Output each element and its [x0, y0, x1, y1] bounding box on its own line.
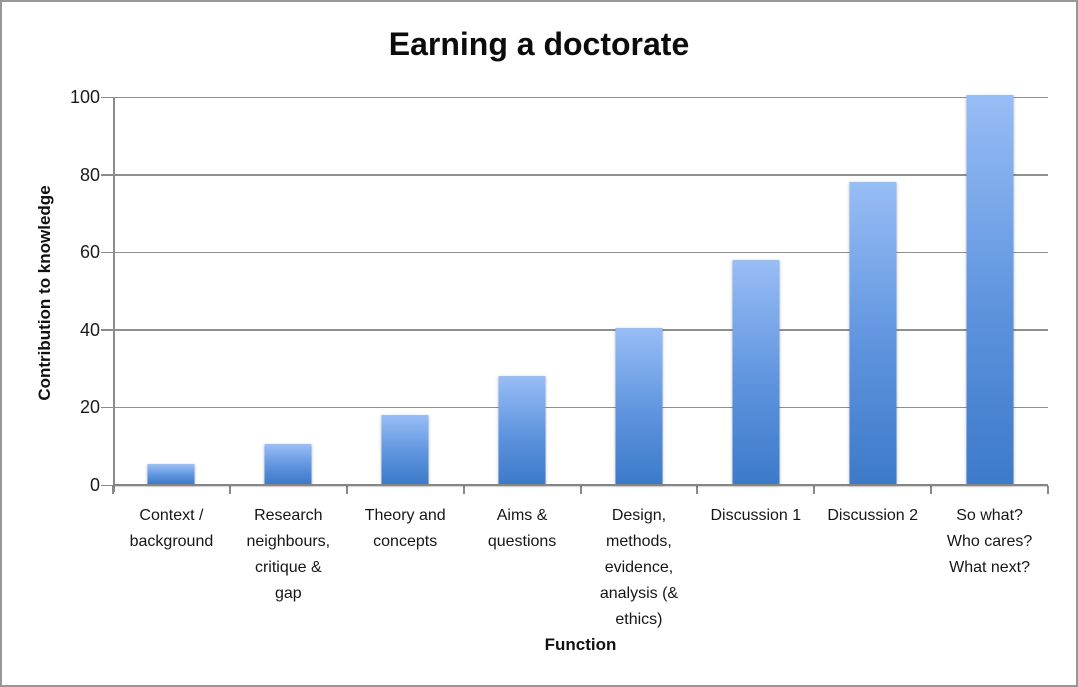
x-axis-tick-mark [813, 486, 816, 494]
category-label: Design, methods, evidence, analysis (& e… [599, 507, 679, 628]
gridline [113, 174, 1048, 176]
y-axis-tick-mark [101, 329, 113, 331]
category-label: So what? Who cares? What next? [946, 507, 1033, 576]
category-label: Research neighbours, critique & gap [246, 507, 331, 602]
x-axis-tick-mark [930, 486, 933, 494]
x-axis-tick-mark [228, 486, 231, 494]
x-axis-category-labels: Context / background Research neighbours,… [113, 503, 1048, 633]
bar [966, 95, 1014, 484]
y-axis-tick-mark [101, 484, 113, 486]
category-label: Discussion 2 [827, 507, 919, 524]
x-axis-line [113, 484, 1048, 486]
bar [381, 415, 429, 484]
x-axis-title: Function [544, 635, 617, 654]
y-axis-tick-label: 80 [79, 164, 100, 185]
category-label: Context / background [129, 507, 214, 550]
x-axis-tick-mark [696, 486, 699, 494]
gridline [113, 406, 1048, 409]
chart-title: Earning a doctorate [388, 26, 690, 62]
y-axis-tick-labels: 0 20 40 60 80 100 [30, 87, 100, 495]
y-axis-tick-label: 60 [79, 242, 100, 263]
x-axis-tick-mark [112, 486, 114, 494]
y-axis-tick-mark [101, 251, 113, 254]
x-axis-tick-mark [1047, 486, 1049, 494]
category-label: Theory and concepts [364, 507, 446, 550]
y-axis-tick-label: 100 [69, 87, 100, 107]
x-axis-tick-mark [345, 486, 348, 494]
bar [615, 327, 663, 484]
bar [498, 376, 546, 484]
bar [264, 444, 312, 484]
x-axis-tick-mark [579, 486, 582, 494]
x-axis-tick-mark [462, 486, 465, 494]
y-axis-tick-label: 20 [79, 397, 100, 418]
y-axis-line [113, 97, 115, 492]
y-axis-tick-mark [101, 174, 113, 176]
y-axis-tick-label: 0 [89, 475, 100, 495]
category-label: Aims & questions [487, 507, 557, 550]
plot-area [101, 95, 1049, 494]
gridline [113, 251, 1048, 254]
bar [147, 463, 195, 484]
y-axis-tick-label: 40 [79, 319, 100, 340]
bar [849, 182, 897, 484]
y-axis-tick-mark [101, 96, 113, 98]
bar [732, 259, 780, 484]
y-axis-tick-mark [101, 406, 113, 409]
gridline [113, 329, 1048, 331]
gridline [113, 96, 1048, 98]
category-label: Discussion 1 [710, 507, 802, 524]
